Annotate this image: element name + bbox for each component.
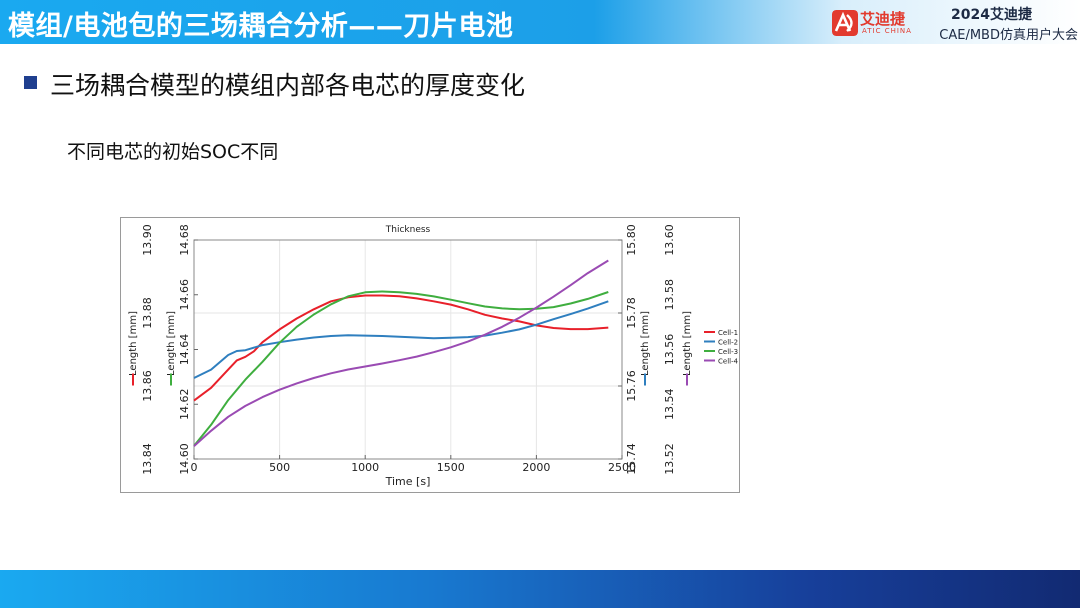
series-line-cell-4 — [193, 259, 609, 447]
x-tick-label: 1500 — [437, 461, 465, 474]
legend-label: Cell-2 — [718, 339, 738, 347]
conference-title: 2024艾迪捷 — [951, 7, 1032, 23]
series-line-cell-3 — [193, 290, 609, 447]
atic-logo-icon — [832, 10, 858, 36]
y-tick-label: 13.90 — [141, 224, 154, 256]
thickness-chart: 0 500 1000 1500 2000 2500 13.84 13.86 13.88 13.90… — [120, 217, 740, 493]
x-tick-label: 2000 — [522, 461, 550, 474]
x-tick-label: 2500 — [608, 461, 636, 474]
legend-label: Cell-3 — [718, 348, 738, 356]
y-tick-label: 13.58 — [663, 279, 676, 311]
y-axis-label: Length [mm] — [128, 311, 139, 376]
content-heading: 三场耦合模型的模组内部各电芯的厚度变化 — [50, 71, 526, 100]
y-tick-label: 13.60 — [663, 224, 676, 256]
series-line-cell-1 — [193, 294, 609, 402]
y-axis-label: Length [mm] — [682, 311, 693, 376]
logo: 艾迪捷 ATIC CHINA — [832, 8, 924, 40]
y-tick-label: 15.78 — [625, 297, 638, 329]
chart-axes: 0 500 1000 1500 2000 2500 13.84 13.86 13.88 13.90… — [128, 224, 693, 475]
y-tick-label: 13.52 — [663, 443, 676, 475]
y-tick-label: 14.68 — [178, 224, 191, 256]
conference-subtitle: CAE/MBD仿真用户大会 — [939, 28, 1078, 43]
footer-bar — [0, 570, 1080, 608]
header-bar — [0, 0, 1080, 44]
y-tick-label: 13.56 — [663, 334, 676, 366]
y-tick-label: 15.74 — [625, 443, 638, 475]
y-tick-label: 14.60 — [178, 443, 191, 475]
x-tick-label: 0 — [191, 461, 198, 474]
chart-grid — [194, 240, 622, 459]
y-tick-label: 13.86 — [141, 370, 154, 402]
y-axis-label: Length [mm] — [166, 311, 177, 376]
x-tick-label: 500 — [269, 461, 290, 474]
y-tick-label: 13.54 — [663, 389, 676, 421]
chart-title: Thickness — [385, 225, 431, 235]
y-tick-label: 14.64 — [178, 334, 191, 366]
legend-label: Cell-4 — [718, 358, 739, 366]
logo-subtext: ATIC CHINA — [862, 27, 912, 35]
bullet-square-icon — [24, 76, 37, 89]
y-tick-label: 15.76 — [625, 370, 638, 402]
chart-lines — [193, 259, 609, 447]
chart-svg: 0 500 1000 1500 2000 2500 13.84 13.86 13.88 13.90… — [128, 224, 739, 488]
logo-text: 艾迪捷 — [860, 10, 906, 28]
plot-frame — [193, 239, 623, 460]
slide-title: 模组/电池包的三场耦合分析——刀片电池 — [8, 11, 514, 42]
y-axis-label: Length [mm] — [640, 311, 651, 376]
y-tick-label: 14.62 — [178, 389, 191, 421]
x-tick-label: 1000 — [351, 461, 379, 474]
series-line-cell-2 — [193, 300, 609, 379]
chart-xlabel: Time [s] — [385, 475, 431, 488]
y-tick-label: 14.66 — [178, 279, 191, 311]
legend-label: Cell-1 — [718, 329, 738, 337]
content-subheading: 不同电芯的初始SOC不同 — [67, 141, 279, 163]
y-tick-label: 15.80 — [625, 224, 638, 256]
y-tick-label: 13.88 — [141, 297, 154, 329]
y-tick-label: 13.84 — [141, 443, 154, 475]
